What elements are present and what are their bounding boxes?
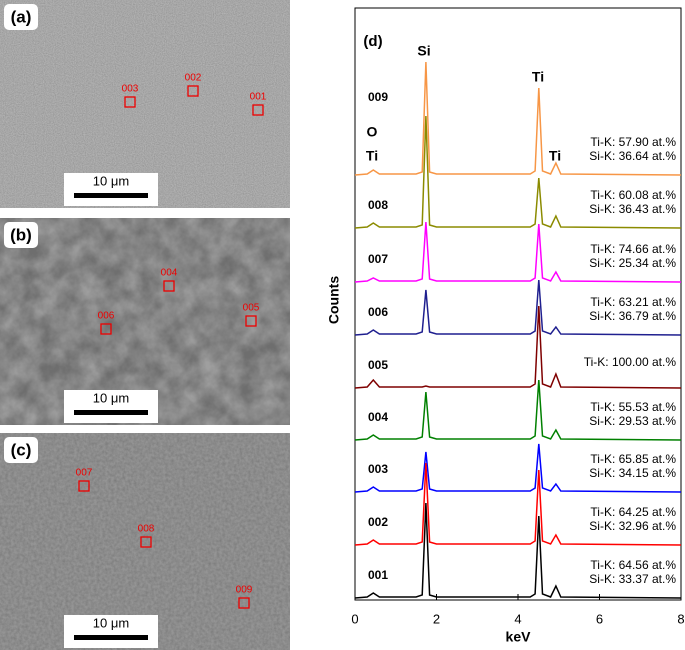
composition-label: Ti-K: 64.25 at.%	[590, 505, 676, 519]
scale-bar-label: 10 μm	[93, 390, 129, 405]
site-marker	[238, 597, 250, 609]
x-tick-label: 6	[596, 611, 603, 626]
y-axis-label: Counts	[326, 276, 342, 324]
peak-label: O	[367, 124, 378, 140]
scale-bar-box	[64, 615, 158, 648]
x-tick-label: 4	[514, 611, 521, 626]
site-marker	[140, 536, 152, 548]
series-label: 004	[368, 410, 388, 424]
site-label: 007	[76, 468, 93, 479]
site-label: 005	[243, 303, 260, 314]
spectrum	[354, 221, 682, 283]
panel-label: (c)	[11, 440, 32, 459]
spectrum	[354, 379, 682, 441]
site-marker	[78, 480, 90, 492]
panel-label-box	[4, 437, 38, 463]
composition-label: Ti-K: 64.56 at.%	[590, 558, 676, 572]
scale-bar	[74, 410, 148, 415]
site-marker	[163, 280, 175, 292]
site-label: 003	[122, 84, 139, 95]
composition-label: Ti-K: 65.85 at.%	[590, 452, 676, 466]
site-label: 009	[236, 585, 253, 596]
composition-label: Si-K: 36.64 at.%	[589, 149, 676, 163]
sem-texture	[0, 433, 290, 650]
composition-label: Si-K: 25.34 at.%	[589, 256, 676, 270]
spectrum	[354, 443, 682, 493]
composition-label: Ti-K: 63.21 at.%	[590, 295, 676, 309]
scale-bar-box	[64, 173, 158, 206]
peak-label: Ti	[532, 69, 544, 85]
composition-label: Si-K: 34.15 at.%	[589, 466, 676, 480]
series-label: 006	[368, 305, 388, 319]
peak-label: Ti	[366, 148, 378, 164]
composition-label: Ti-K: 74.66 at.%	[590, 242, 676, 256]
site-label: 004	[161, 268, 178, 279]
x-tick-label: 8	[677, 611, 684, 626]
scale-bar-label: 10 μm	[93, 615, 129, 630]
panel-label-box	[4, 4, 38, 30]
spectrum	[354, 279, 682, 336]
panel-label-box	[4, 222, 38, 248]
site-label: 006	[98, 311, 115, 322]
series-label: 009	[368, 90, 388, 104]
spectrum	[354, 502, 682, 599]
x-axis-label: keV	[506, 629, 532, 645]
scale-bar	[74, 635, 148, 640]
site-label: 008	[138, 524, 155, 535]
peak-label: Ti	[549, 148, 561, 164]
panel-label: (b)	[10, 225, 32, 244]
chart-title: (d)	[363, 33, 382, 50]
site-label: 002	[185, 73, 202, 84]
site-marker	[100, 323, 112, 335]
scale-bar	[74, 193, 148, 198]
composition-label: Si-K: 36.79 at.%	[589, 309, 676, 323]
series-label: 001	[368, 568, 388, 582]
scale-bar-label: 10 μm	[93, 173, 129, 188]
panel-label: (a)	[11, 7, 32, 26]
series-label: 003	[368, 462, 388, 476]
spectrum	[354, 61, 682, 176]
composition-label: Si-K: 29.53 at.%	[589, 414, 676, 428]
spectrum	[354, 115, 682, 229]
composition-label: Si-K: 32.96 at.%	[589, 519, 676, 533]
composition-label: Si-K: 33.37 at.%	[589, 572, 676, 586]
composition-label: Ti-K: 100.00 at.%	[584, 355, 677, 369]
composition-label: Si-K: 36.43 at.%	[589, 202, 676, 216]
site-label: 001	[250, 92, 267, 103]
spectrum	[354, 305, 682, 389]
composition-label: Ti-K: 55.53 at.%	[590, 400, 676, 414]
series-label: 008	[368, 198, 388, 212]
site-marker	[124, 96, 136, 108]
series-label: 007	[368, 252, 388, 266]
x-tick-label: 2	[433, 611, 440, 626]
site-marker	[245, 315, 257, 327]
series-label: 002	[368, 515, 388, 529]
series-label: 005	[368, 358, 388, 372]
composition-label: Ti-K: 60.08 at.%	[590, 188, 676, 202]
site-marker	[187, 85, 199, 97]
site-marker	[252, 104, 264, 116]
composition-label: Ti-K: 57.90 at.%	[590, 135, 676, 149]
x-tick-label: 0	[351, 611, 358, 626]
spectrum	[354, 462, 682, 546]
peak-label: Si	[417, 43, 430, 59]
scale-bar-box	[64, 390, 158, 423]
